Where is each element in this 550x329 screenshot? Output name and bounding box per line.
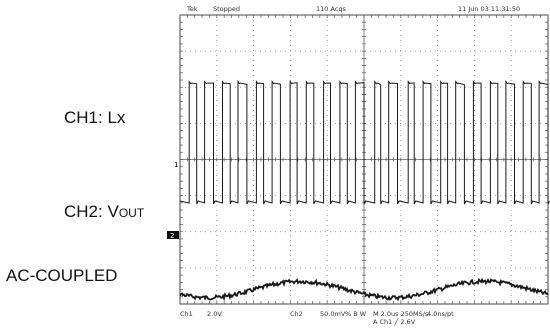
footer-trigger: A Ch1 ╱ 2.6V <box>373 317 416 326</box>
ch1-marker-text: 1 <box>174 161 178 169</box>
ch1-label-prefix: CH1: <box>64 108 108 127</box>
footer-ch2-flag: % B W <box>345 310 367 318</box>
ch2-marker-box <box>167 231 179 239</box>
header-brand: Tek <box>186 5 198 13</box>
header-datetime: 11 Jun 03 11:31:50 <box>458 5 520 13</box>
footer-ch1-name: Ch1 <box>180 310 193 318</box>
footer-ch1-scale: 2.0V <box>207 310 222 318</box>
footer-ch2-name: Ch2 <box>290 310 303 318</box>
ch1-ground-marker: 1 <box>174 161 178 169</box>
footer-ch2-scale: 50.0mV <box>320 310 346 318</box>
coupling-label: AC-COUPLED <box>6 266 118 285</box>
header-acq: 110 Acqs <box>316 5 347 13</box>
ch1-label-signal: Lx <box>107 108 126 127</box>
ch1-label: CH1: Lx <box>64 108 125 128</box>
ch2-marker-text: 2 <box>170 232 174 240</box>
header-state: Stopped <box>213 5 240 13</box>
ch2-waveform <box>179 277 549 302</box>
ch2-ground-marker: 2 <box>167 231 179 240</box>
footer-pt-rate: 4.0ns/pt <box>427 310 454 318</box>
ch2-label-v: V <box>107 202 119 221</box>
ch2-label: CH2: VOUT <box>64 202 144 222</box>
footer-timebase: M 2.0us 250MS/s <box>373 310 429 318</box>
ch2-label-prefix: CH2: <box>64 202 108 221</box>
ch2-label-sub: OUT <box>118 206 145 220</box>
ch1-waveform <box>179 80 550 205</box>
